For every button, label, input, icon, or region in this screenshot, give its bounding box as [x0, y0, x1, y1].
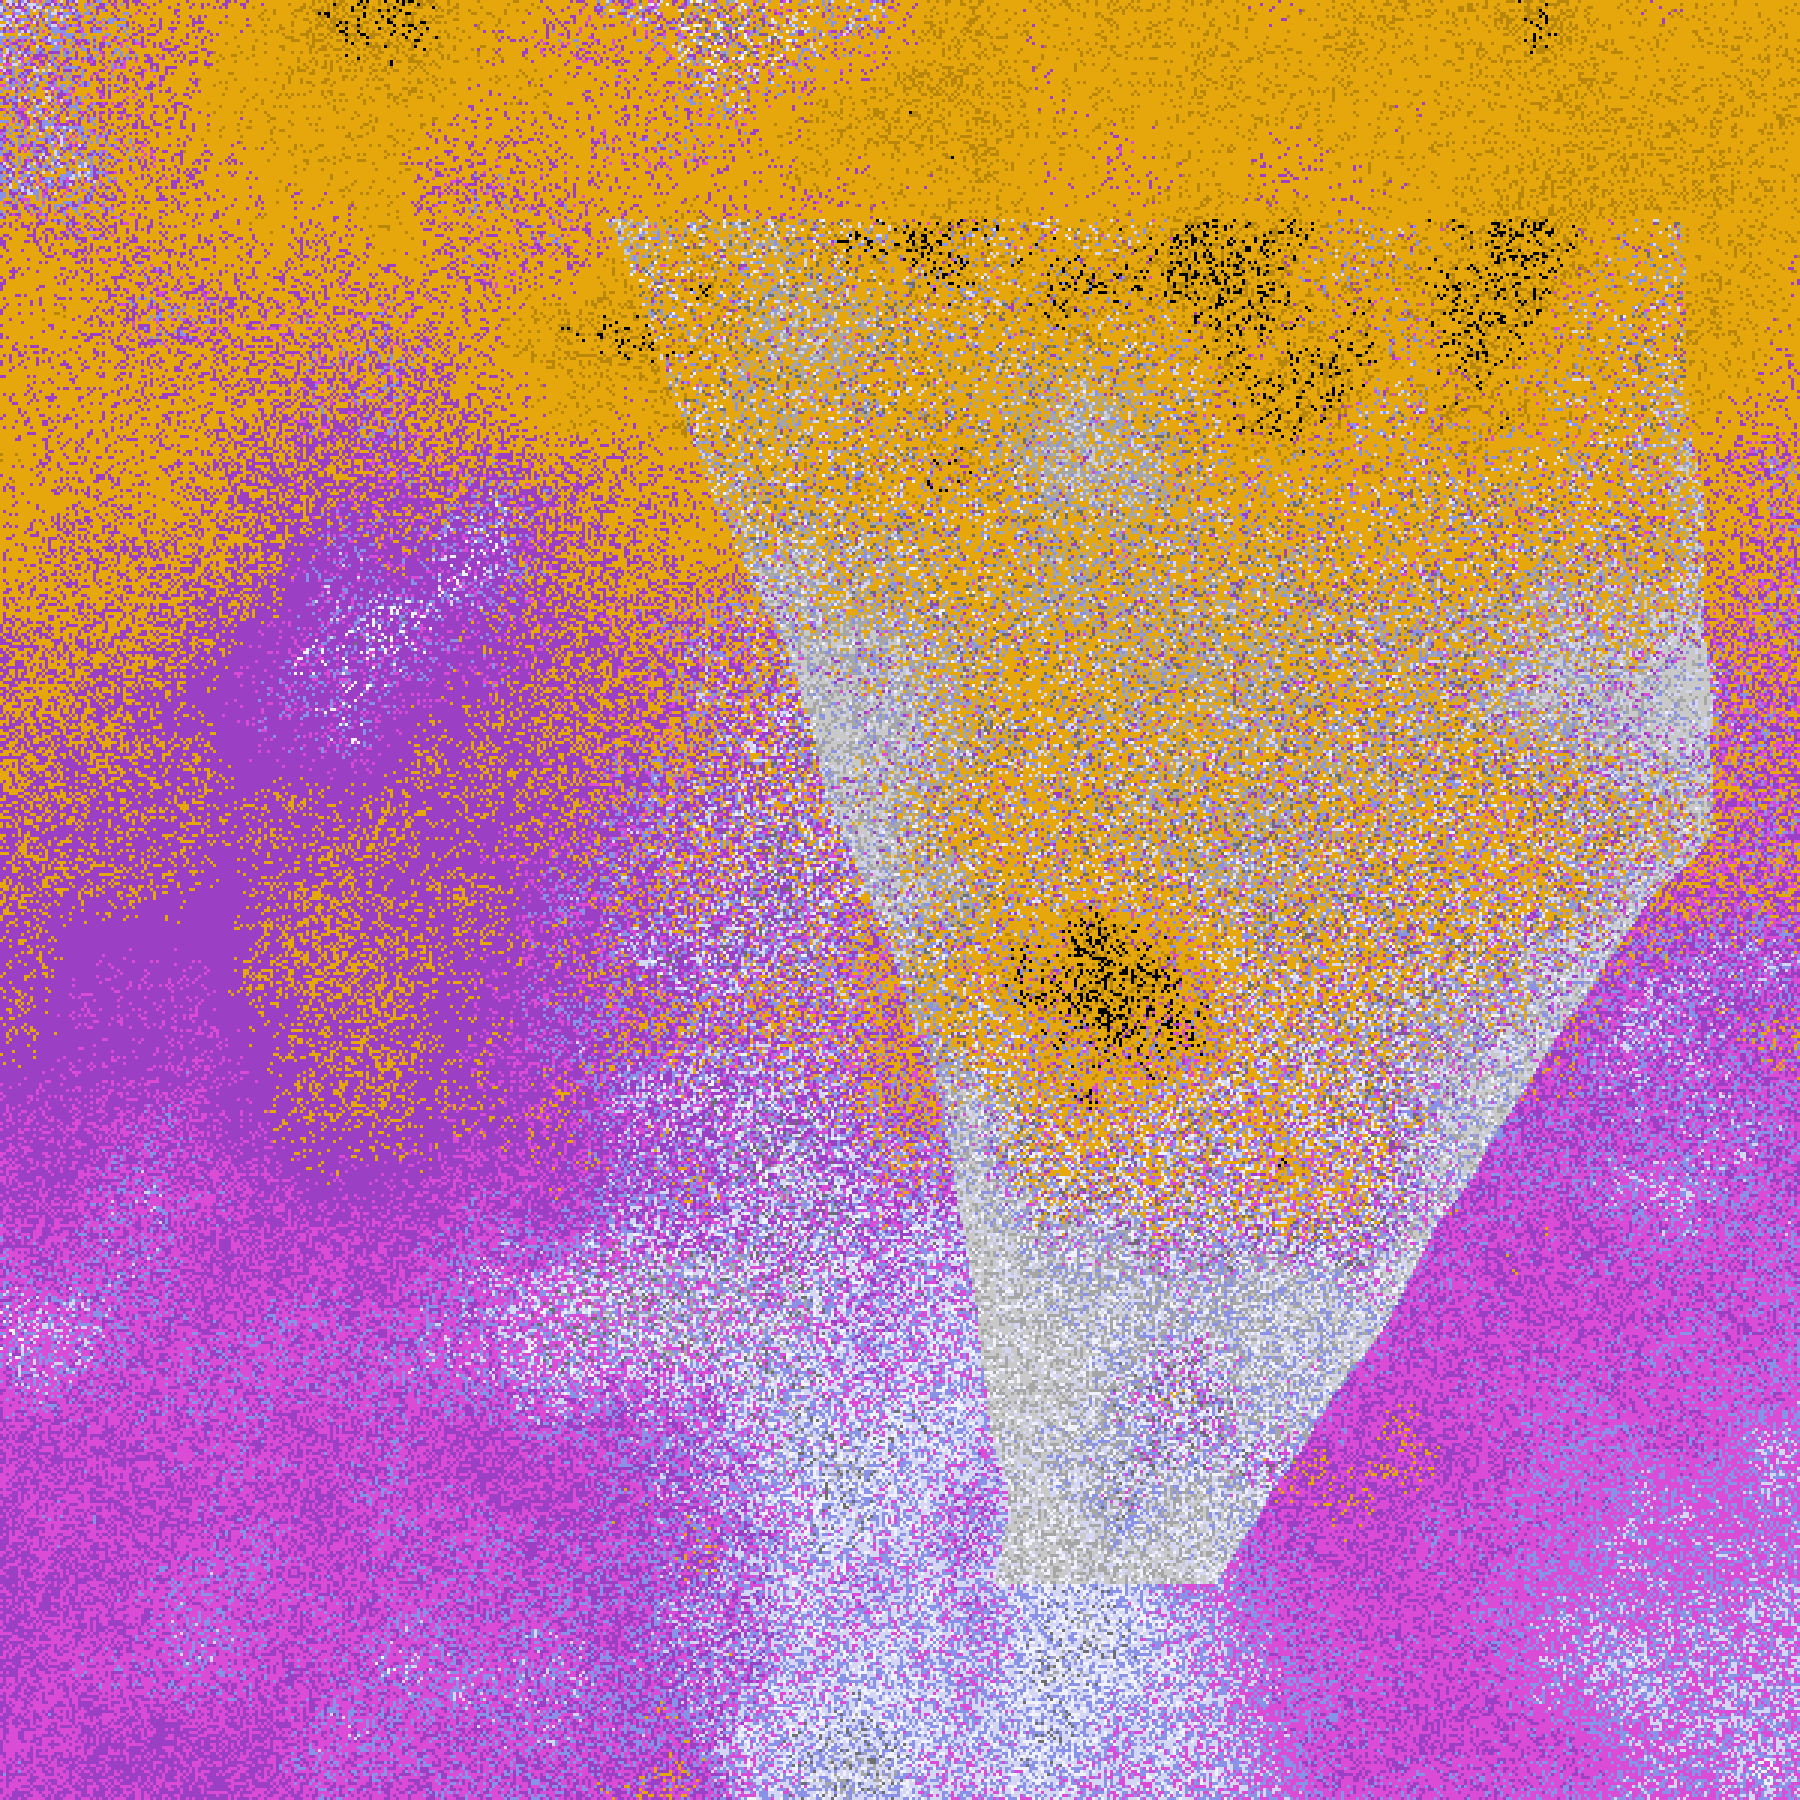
false-color-satellite-raster — [0, 0, 1800, 1800]
satellite-image-viewport — [0, 0, 1800, 1800]
